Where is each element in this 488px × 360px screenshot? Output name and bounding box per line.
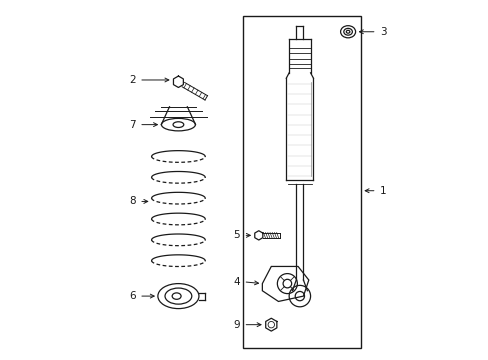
Text: 9: 9 — [233, 320, 240, 330]
Text: 7: 7 — [129, 120, 135, 130]
Text: 1: 1 — [380, 186, 386, 196]
Text: 5: 5 — [233, 230, 240, 240]
Text: 8: 8 — [129, 197, 135, 206]
Text: 3: 3 — [380, 27, 386, 37]
Bar — [242, 16, 360, 348]
Text: 6: 6 — [129, 291, 135, 301]
Text: 2: 2 — [129, 75, 135, 85]
Text: 4: 4 — [233, 277, 240, 287]
